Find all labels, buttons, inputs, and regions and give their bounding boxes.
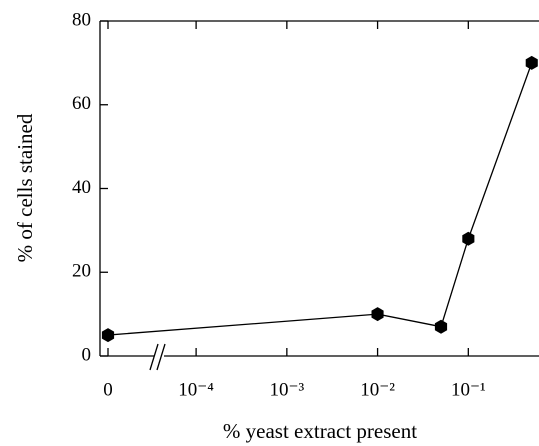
data-point — [525, 55, 538, 70]
data-point — [101, 328, 115, 343]
data-point — [462, 231, 475, 246]
data-point — [371, 307, 384, 322]
axis-break — [156, 343, 166, 371]
x-tick-label: 0 — [103, 379, 113, 400]
x-tick-label: 10⁻² — [360, 379, 395, 400]
x-axis-title: % yeast extract present — [223, 419, 417, 443]
x-tick-label: 10⁻⁴ — [178, 379, 214, 400]
y-tick-label: 80 — [72, 9, 91, 30]
x-tick-label: 10⁻¹ — [451, 379, 486, 400]
y-axis-title: % of cells stained — [13, 113, 37, 262]
data-point — [434, 319, 448, 334]
data-line — [107, 62, 533, 336]
x-tick-label: 10⁻³ — [269, 379, 304, 400]
y-tick-label: 0 — [82, 344, 92, 365]
y-tick-label: 40 — [72, 177, 91, 198]
y-tick-label: 60 — [72, 93, 91, 114]
y-tick-label: 20 — [72, 261, 91, 282]
axis-break — [149, 343, 159, 371]
